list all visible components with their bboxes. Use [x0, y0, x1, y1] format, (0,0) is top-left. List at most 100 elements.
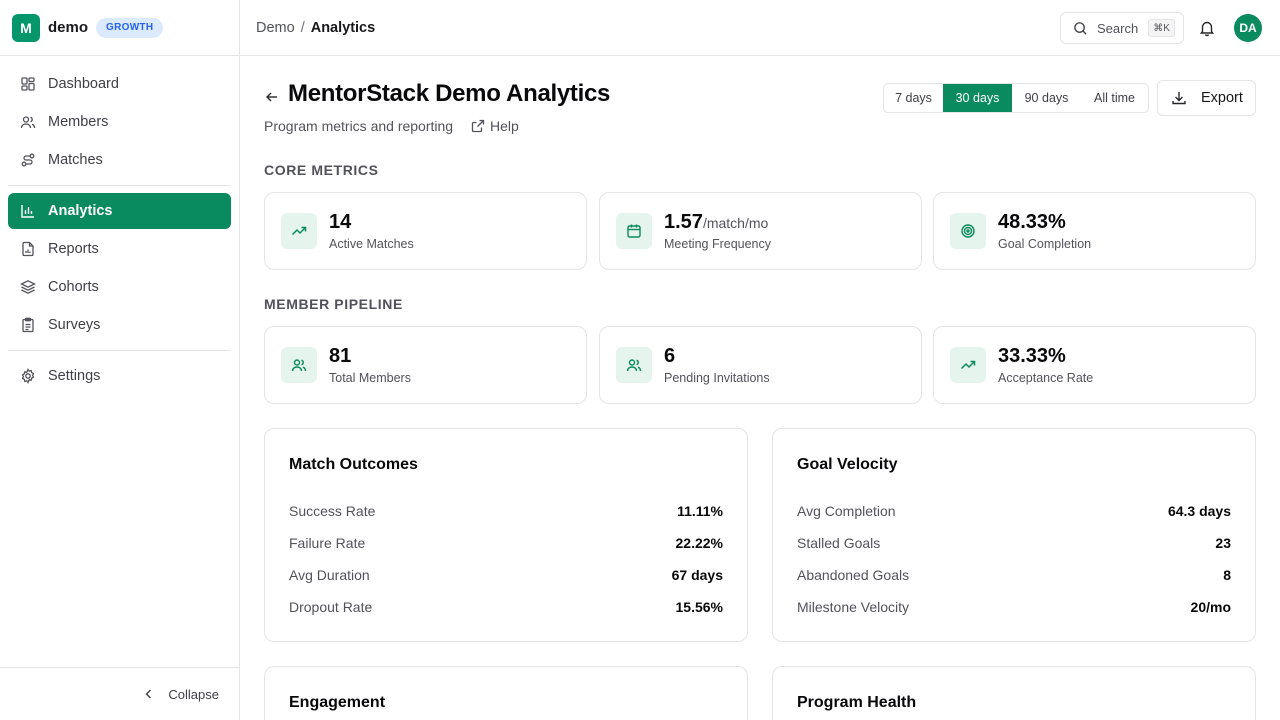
breadcrumb: Demo / Analytics [256, 20, 375, 36]
breadcrumb-current: Analytics [310, 19, 376, 36]
users-icon [616, 347, 652, 383]
range-7-days[interactable]: 7 days [895, 91, 932, 105]
panel-title: Goal Velocity [797, 456, 898, 473]
sidebar: M demo GROWTH Dashboard Members Matches [0, 0, 240, 720]
gear-icon [20, 368, 36, 384]
breadcrumb-demo[interactable]: Demo [256, 19, 295, 36]
sidebar-item-label: Members [48, 114, 109, 130]
divider [8, 185, 231, 186]
sidebar-item-matches[interactable]: Matches [8, 142, 231, 178]
panel-title: Program Health [797, 694, 917, 711]
metric-row: Success Rate 11.11% [289, 503, 723, 519]
stat-value: 1.57/match/mo [664, 211, 769, 233]
dashboard-icon [20, 76, 36, 92]
chevron-left-icon [142, 687, 156, 701]
sidebar-item-settings[interactable]: Settings [8, 358, 231, 394]
brand-logo: M [12, 13, 40, 42]
back-arrow-icon[interactable] [264, 89, 280, 105]
panel-title: Match Outcomes [289, 456, 418, 473]
stat-card-pending-invitations: 6 Pending Invitations [599, 326, 922, 404]
external-link-icon [471, 119, 485, 133]
stat-card-active-matches: 14 Active Matches [264, 192, 587, 270]
workspace-name: demo [48, 19, 89, 36]
brand[interactable]: M demo GROWTH [0, 0, 239, 56]
route-icon [20, 152, 36, 168]
breadcrumb-separator: / [300, 19, 305, 36]
page-title: MentorStack Demo Analytics [288, 80, 611, 107]
sidebar-item-label: Settings [48, 368, 101, 384]
export-button[interactable]: Export [1157, 80, 1256, 116]
layers-icon [20, 279, 36, 295]
time-range-selector: 7 days 30 days 90 days All time [883, 83, 1149, 113]
stat-card-acceptance-rate: 33.33% Acceptance Rate [933, 326, 1256, 404]
stat-value: 81 [329, 345, 352, 367]
stat-card-total-members: 81 Total Members [264, 326, 587, 404]
plan-badge: GROWTH [96, 17, 164, 38]
panel-match-outcomes: Match Outcomes Success Rate 11.11% Failur… [264, 428, 748, 642]
metric-row: Failure Rate 22.22% [289, 535, 723, 551]
metric-row: Abandoned Goals 8 [797, 567, 1231, 583]
stat-label: Pending Invitations [664, 371, 770, 385]
search-label: Search [1097, 20, 1139, 36]
stat-label: Goal Completion [998, 237, 1092, 251]
target-icon [950, 213, 986, 249]
stat-card-goal-completion: 48.33% Goal Completion [933, 192, 1256, 270]
sidebar-item-reports[interactable]: Reports [8, 231, 231, 267]
sidebar-item-analytics[interactable]: Analytics [8, 193, 231, 229]
users-icon [20, 114, 36, 130]
search-button[interactable]: Search ⌘K [1060, 12, 1184, 44]
bar-chart-icon [20, 203, 36, 219]
stat-value: 6 [664, 345, 676, 367]
panel-goal-velocity: Goal Velocity Avg Completion 64.3 days St… [772, 428, 1256, 642]
stat-card-meeting-frequency: 1.57/match/mo Meeting Frequency [599, 192, 922, 270]
help-link[interactable]: Help [471, 118, 519, 134]
file-chart-icon [20, 241, 36, 257]
sidebar-item-label: Analytics [48, 203, 113, 219]
clipboard-icon [20, 317, 36, 333]
sidebar-item-dashboard[interactable]: Dashboard [8, 66, 231, 102]
sidebar-item-cohorts[interactable]: Cohorts [8, 269, 231, 305]
sidebar-item-label: Reports [48, 241, 99, 257]
panel-engagement: Engagement [264, 666, 748, 720]
page-subtitle: Program metrics and reporting [264, 118, 454, 134]
stat-label: Acceptance Rate [998, 371, 1094, 385]
divider [8, 350, 231, 351]
range-all-time[interactable]: All time [1094, 91, 1135, 105]
sidebar-nav: Dashboard Members Matches Analytics Rep [0, 56, 239, 394]
collapse-button[interactable]: Collapse [142, 687, 219, 702]
stat-value: 48.33% [998, 211, 1066, 233]
trending-up-icon [950, 347, 986, 383]
keyboard-shortcut: ⌘K [1148, 19, 1175, 37]
metric-row: Avg Duration 67 days [289, 567, 723, 583]
avatar[interactable]: DA [1234, 14, 1262, 42]
metric-row: Avg Completion 64.3 days [797, 503, 1231, 519]
section-label-member-pipeline: MEMBER PIPELINE [264, 296, 403, 312]
download-icon [1171, 90, 1187, 106]
range-30-days[interactable]: 30 days [943, 84, 1012, 112]
users-icon [281, 347, 317, 383]
stat-value: 33.33% [998, 345, 1066, 367]
metric-row: Stalled Goals 23 [797, 535, 1231, 551]
stat-label: Meeting Frequency [664, 237, 772, 251]
search-icon [1073, 21, 1088, 36]
sidebar-item-surveys[interactable]: Surveys [8, 307, 231, 343]
export-label: Export [1201, 90, 1243, 106]
sidebar-item-label: Surveys [48, 317, 101, 333]
top-bar: Demo / Analytics Search ⌘K DA [240, 0, 1280, 56]
sidebar-item-members[interactable]: Members [8, 104, 231, 140]
calendar-icon [616, 213, 652, 249]
sidebar-item-label: Dashboard [48, 76, 119, 92]
collapse-label: Collapse [168, 686, 219, 702]
metric-row: Dropout Rate 15.56% [289, 599, 723, 615]
sidebar-footer: Collapse [0, 667, 239, 720]
bell-icon[interactable] [1198, 19, 1216, 37]
main-content: MentorStack Demo Analytics Program metri… [240, 56, 1280, 720]
metric-row: Milestone Velocity 20/mo [797, 599, 1231, 615]
sidebar-item-label: Cohorts [48, 279, 99, 295]
stat-label: Total Members [329, 371, 411, 385]
panel-title: Engagement [289, 694, 386, 711]
trending-up-icon [281, 213, 317, 249]
range-90-days[interactable]: 90 days [1024, 91, 1069, 105]
panel-program-health: Program Health [772, 666, 1256, 720]
section-label-core-metrics: CORE METRICS [264, 162, 379, 178]
